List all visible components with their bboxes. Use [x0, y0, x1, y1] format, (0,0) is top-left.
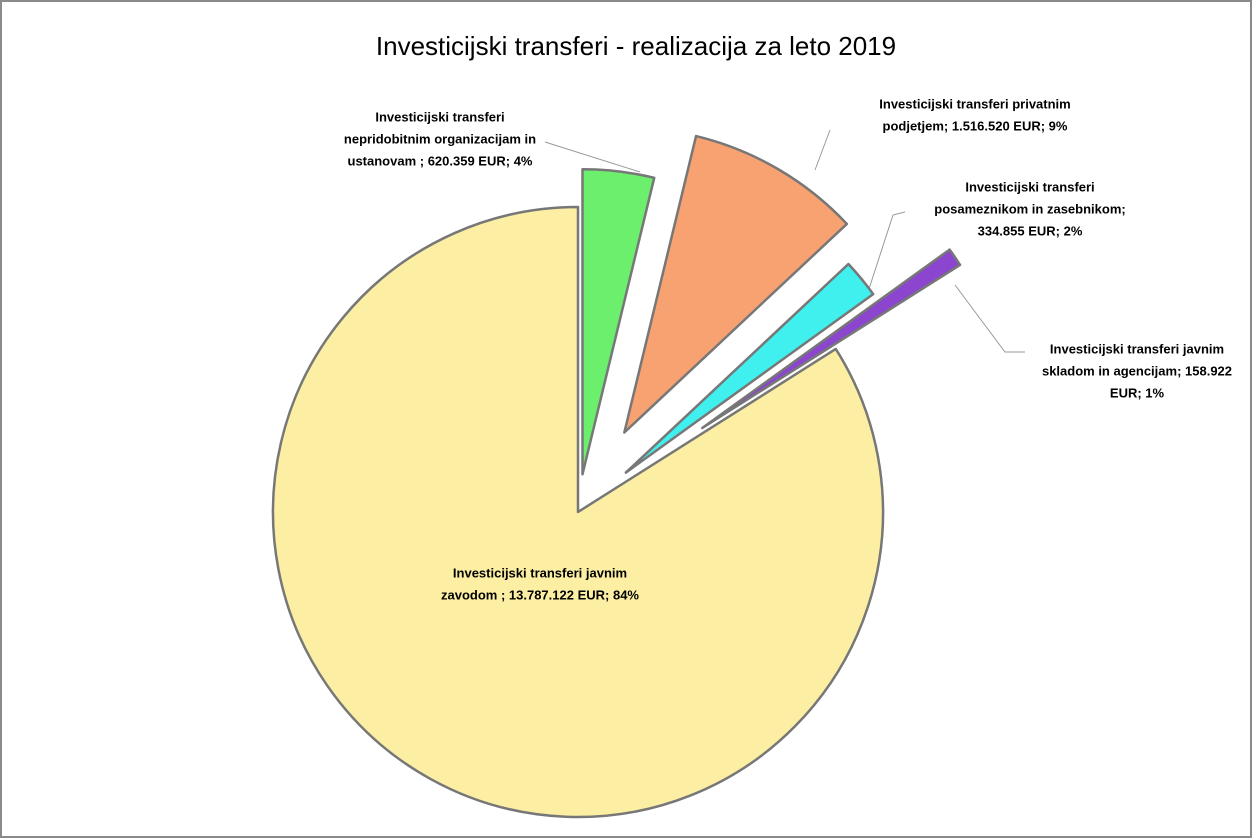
pie-slice [581, 168, 656, 476]
data-label: Investicijski transferi [965, 179, 1094, 194]
data-label: zavodom ; 13.787.122 EUR; 84% [441, 587, 639, 602]
data-label: EUR; 1% [1110, 385, 1165, 400]
pie-slice [271, 205, 885, 819]
data-label: ustanovam ; 620.359 EUR; 4% [348, 153, 533, 168]
leader-line [867, 211, 906, 293]
leader-line [954, 284, 1025, 353]
data-label: Investicijski transferi javnim [453, 565, 627, 580]
pie-slice [624, 262, 875, 474]
chart-title: Investicijski transferi - realizacija za… [376, 31, 896, 61]
leader-line [814, 129, 831, 171]
leader-lines [544, 129, 1025, 353]
data-label: posameznikom in zasebnikom; [934, 201, 1125, 216]
data-label: skladom in agencijam; 158.922 [1042, 363, 1232, 378]
pie-slice [701, 248, 962, 430]
data-label: 334.855 EUR; 2% [978, 223, 1083, 238]
data-label: nepridobitnim organizacijam in [344, 131, 536, 146]
data-label: Investicijski transferi javnim [1050, 341, 1224, 356]
pie-slice [623, 134, 849, 434]
data-label: podjetjem; 1.516.520 EUR; 9% [883, 118, 1068, 133]
data-label: Investicijski transferi privatnim [879, 96, 1070, 111]
data-label: Investicijski transferi [375, 109, 504, 124]
leader-line [544, 141, 641, 173]
